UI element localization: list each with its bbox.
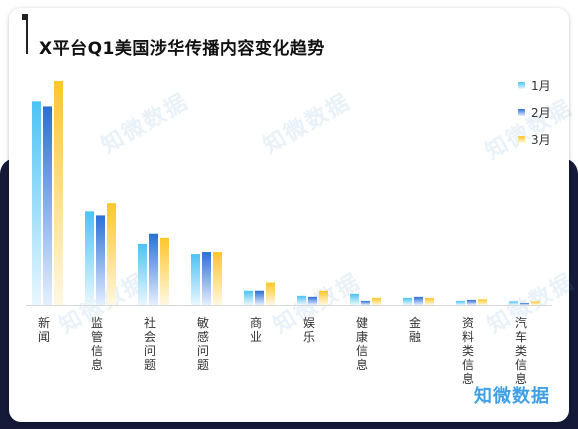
legend: 1月 2月 3月: [518, 72, 551, 153]
bar: [509, 301, 518, 305]
bar: [213, 252, 222, 305]
corner-decoration-line: [26, 14, 28, 54]
bar: [531, 301, 540, 305]
x-tick-label: 娱乐: [303, 316, 315, 344]
legend-item: 3月: [518, 126, 551, 153]
bar: [361, 300, 370, 305]
bar: [266, 282, 275, 305]
bar: [255, 290, 264, 305]
x-tick-label: 资料类信息: [462, 316, 474, 386]
bar: [467, 299, 476, 305]
bar: [107, 203, 116, 305]
bar: [297, 295, 306, 305]
legend-label: 1月: [531, 79, 551, 93]
bar: [403, 297, 412, 305]
legend-label: 3月: [531, 133, 551, 147]
x-tick-label: 金融: [409, 315, 421, 344]
x-tick-label: 汽车类信息: [515, 315, 527, 386]
x-tick-label: 监管信息: [91, 316, 103, 372]
bar: [149, 233, 158, 305]
x-tick-label: 健康信息: [356, 316, 368, 372]
x-tick-label: 敏感问题: [197, 315, 209, 372]
legend-item: 1月: [518, 72, 551, 99]
bar: [160, 237, 169, 305]
bar: [202, 252, 211, 305]
legend-item: 2月: [518, 99, 551, 126]
legend-swatch-feb: [518, 109, 525, 116]
bar: [372, 297, 381, 305]
bar: [456, 300, 465, 305]
bar: [319, 290, 328, 305]
corner-decoration: [22, 14, 28, 20]
legend-swatch-mar: [518, 136, 525, 143]
bar: [350, 293, 359, 305]
brand-logo: 知微数据: [474, 386, 550, 407]
x-tick-label: 商业: [250, 315, 262, 344]
x-tick-label: 社会问题: [144, 315, 156, 372]
bar: [32, 101, 41, 305]
chart-card: [9, 8, 569, 422]
chart-title: X平台Q1美国涉华传播内容变化趋势: [39, 39, 325, 59]
bar: [244, 290, 253, 305]
bar: [308, 296, 317, 305]
bar: [43, 106, 52, 305]
bar: [414, 296, 423, 305]
bar: [425, 297, 434, 305]
bar: [96, 215, 105, 305]
bar: [520, 302, 529, 305]
bar: [191, 254, 200, 305]
legend-label: 2月: [531, 106, 551, 120]
bar: [85, 211, 94, 305]
bar: [138, 243, 147, 305]
legend-swatch-jan: [518, 82, 525, 89]
x-tick-label: 新闻: [38, 315, 50, 344]
bar: [478, 299, 487, 305]
bar: [54, 81, 63, 305]
